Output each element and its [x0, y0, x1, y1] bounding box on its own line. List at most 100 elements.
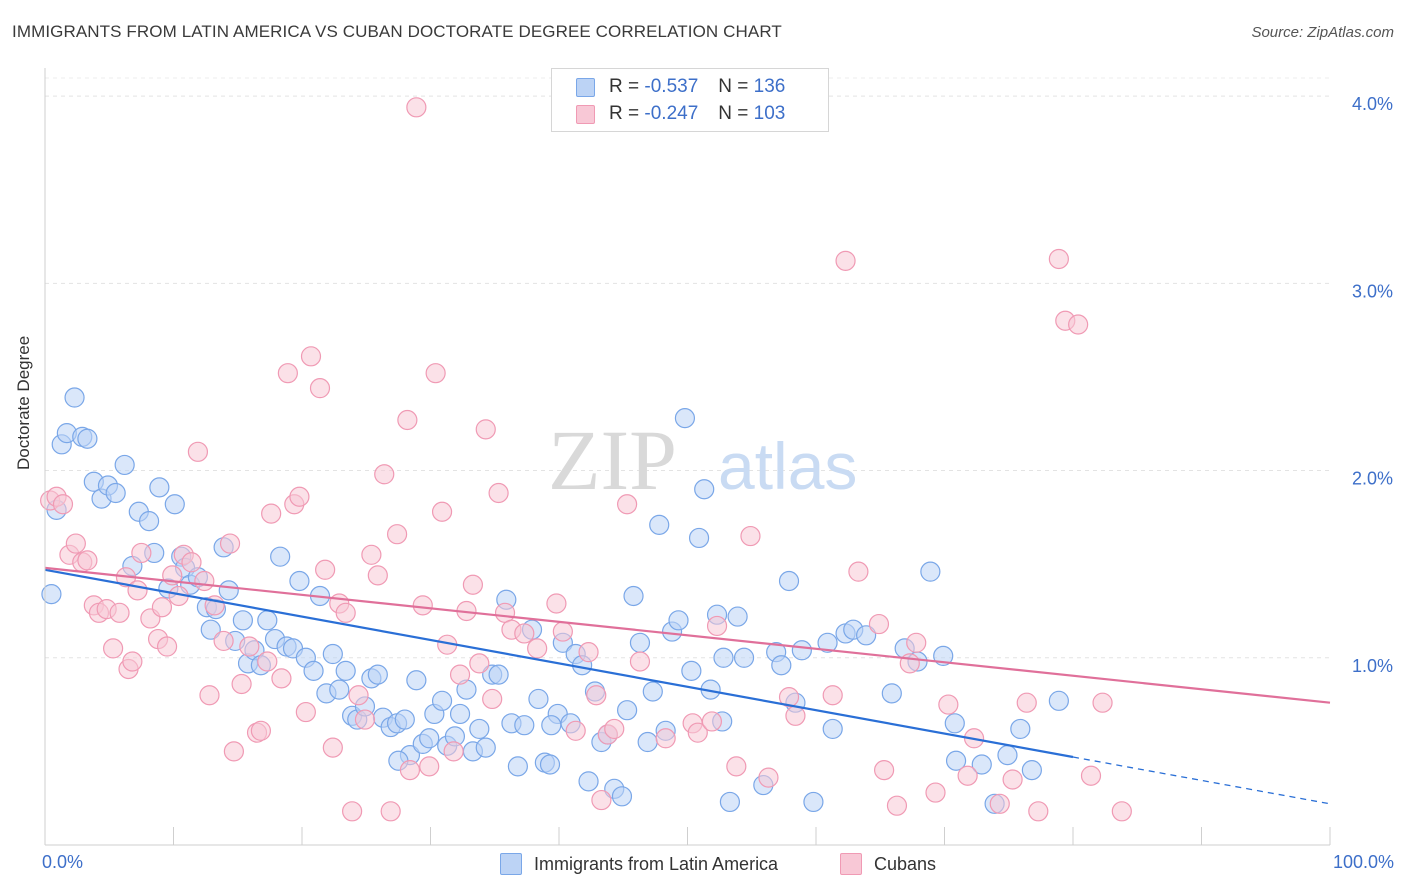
- point-immigrants: [218, 580, 239, 601]
- y-tick-label: 2.0%: [1352, 469, 1393, 489]
- point-immigrants: [803, 791, 824, 813]
- point-cubans: [1048, 248, 1069, 270]
- point-immigrants: [822, 718, 843, 740]
- x-tick-min: 0.0%: [42, 852, 84, 872]
- trend-line-cubans: [44, 566, 1331, 704]
- point-immigrants: [138, 510, 160, 532]
- point-immigrants: [694, 479, 715, 500]
- legend-item-immigrants[interactable]: Immigrants from Latin America: [500, 852, 778, 876]
- point-immigrants: [971, 754, 992, 775]
- point-cubans: [219, 533, 241, 554]
- point-cubans: [740, 525, 761, 547]
- point-cubans: [778, 686, 800, 708]
- point-cubans: [1092, 692, 1113, 713]
- point-immigrants: [232, 610, 253, 631]
- point-cubans: [925, 782, 946, 803]
- point-immigrants: [856, 625, 877, 646]
- chart-title: IMMIGRANTS FROM LATIN AMERICA VS CUBAN D…: [12, 22, 782, 41]
- point-cubans: [1002, 769, 1023, 790]
- legend-label-cubans: Cubans: [874, 853, 937, 874]
- point-immigrants: [367, 664, 388, 685]
- n-value-immigrants: 136: [753, 76, 786, 97]
- point-immigrants: [164, 494, 185, 515]
- point-immigrants: [322, 643, 343, 665]
- point-cubans: [156, 636, 178, 657]
- point-cubans: [431, 501, 453, 522]
- point-immigrants: [394, 709, 415, 730]
- point-cubans: [127, 580, 148, 601]
- point-cubans: [906, 632, 927, 653]
- point-immigrants: [649, 514, 670, 535]
- point-cubans: [419, 756, 440, 777]
- point-immigrants: [488, 664, 509, 685]
- legend-item-cubans[interactable]: Cubans: [840, 852, 936, 876]
- point-cubans: [617, 494, 638, 515]
- point-immigrants: [514, 715, 535, 736]
- x-tick-max: 100.0%: [1332, 852, 1394, 872]
- y-tick-label: 1.0%: [1352, 656, 1393, 676]
- y-tick-label: 4.0%: [1352, 94, 1393, 114]
- point-cubans: [462, 574, 484, 595]
- y-tick-label: 3.0%: [1352, 281, 1393, 301]
- n-label: N =: [718, 103, 749, 124]
- point-immigrants: [77, 428, 98, 449]
- point-immigrants: [449, 703, 471, 725]
- point-cubans: [300, 346, 322, 367]
- point-cubans: [425, 363, 446, 384]
- n-value-cubans: 103: [753, 103, 786, 124]
- point-immigrants: [41, 584, 62, 605]
- point-cubans: [412, 595, 433, 616]
- point-cubans: [322, 737, 343, 758]
- gridlines: [45, 77, 1330, 659]
- point-immigrants: [114, 454, 135, 476]
- point-cubans: [469, 653, 490, 674]
- point-immigrants: [713, 647, 734, 668]
- point-immigrants: [1010, 718, 1031, 740]
- point-cubans: [989, 793, 1010, 814]
- point-cubans: [335, 602, 356, 623]
- r-value-cubans: -0.247: [644, 103, 699, 124]
- point-cubans: [482, 688, 503, 710]
- point-cubans: [1080, 765, 1102, 786]
- point-cubans: [552, 621, 573, 642]
- point-immigrants: [778, 570, 800, 592]
- point-immigrants: [257, 610, 278, 631]
- point-immigrants: [944, 713, 965, 734]
- point-immigrants: [303, 660, 324, 681]
- point-cubans: [1111, 801, 1132, 822]
- point-cubans: [957, 765, 978, 786]
- point-cubans: [187, 441, 209, 462]
- r-label: R =: [609, 76, 640, 97]
- point-immigrants: [611, 786, 633, 807]
- point-immigrants: [270, 546, 291, 567]
- point-immigrants: [431, 690, 453, 711]
- point-cubans: [726, 756, 747, 777]
- point-cubans: [289, 486, 310, 507]
- point-cubans: [52, 494, 74, 515]
- point-cubans: [701, 711, 723, 732]
- point-cubans: [261, 503, 282, 524]
- point-cubans: [271, 668, 292, 689]
- point-cubans: [687, 722, 708, 743]
- point-immigrants: [419, 728, 440, 749]
- point-immigrants: [105, 482, 126, 504]
- point-cubans: [578, 642, 599, 663]
- point-cubans: [315, 559, 336, 580]
- point-immigrants: [674, 408, 696, 429]
- legend-swatch-pink: [576, 104, 595, 124]
- trend-line-immigrants: [44, 568, 1074, 759]
- point-immigrants: [881, 683, 902, 704]
- point-immigrants: [149, 477, 170, 498]
- point-cubans: [655, 728, 676, 749]
- point-cubans: [1028, 801, 1049, 822]
- point-cubans: [822, 685, 843, 706]
- point-cubans: [103, 638, 124, 659]
- point-immigrants: [771, 655, 792, 676]
- point-immigrants: [406, 670, 427, 691]
- point-immigrants: [469, 718, 490, 740]
- point-immigrants: [289, 570, 310, 592]
- point-cubans: [257, 651, 278, 672]
- point-cubans: [309, 378, 331, 399]
- point-cubans: [181, 552, 202, 573]
- point-cubans: [348, 685, 369, 706]
